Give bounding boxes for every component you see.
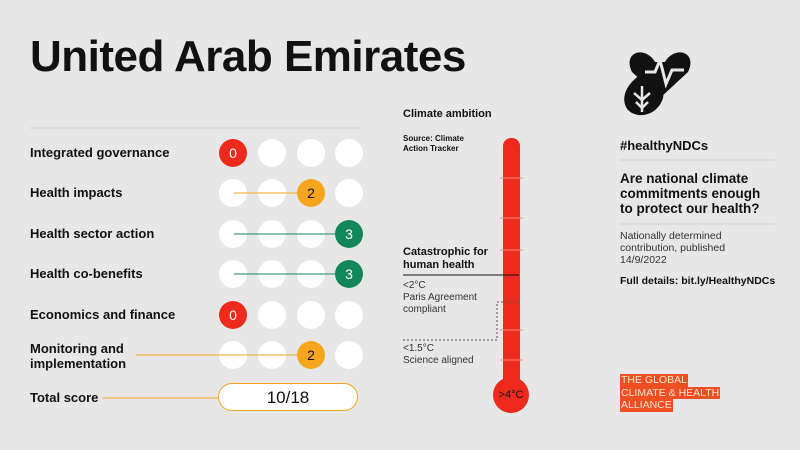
title: United Arab Emirates (30, 32, 466, 81)
score: 0 (229, 307, 237, 323)
paris-level: <2°C (403, 280, 426, 291)
row-label: Health impacts (30, 185, 123, 200)
science-level: <1.5°C (403, 343, 434, 354)
source: Source: Climate Action Tracker (403, 134, 464, 153)
score-circle (335, 220, 363, 248)
score: 2 (307, 347, 315, 363)
row-label: Health co-benefits (30, 266, 143, 281)
logo-line: ALLIANCE (620, 399, 673, 412)
score-slot (335, 179, 363, 207)
link[interactable]: Full details: bit.ly/HealthyNDCs (620, 275, 776, 287)
hashtag: #healthyNDCs (620, 138, 709, 153)
total-score: 10/18 (218, 383, 358, 411)
score-circle (219, 301, 247, 329)
row-label: Integrated governance (30, 145, 170, 160)
score-slot (258, 139, 286, 167)
score-circle (297, 341, 325, 369)
thermometer-bulb (493, 377, 529, 413)
score: 3 (345, 226, 353, 242)
health-icon (624, 52, 691, 116)
note: Nationally determined contribution, publ… (620, 230, 726, 266)
row-label: Economics and finance (30, 307, 176, 322)
logo-line: THE GLOBAL (620, 374, 688, 387)
score-slot (258, 301, 286, 329)
score-slot (335, 341, 363, 369)
row-label: Health sector action (30, 226, 155, 241)
score-circle (335, 260, 363, 288)
science-text: Science aligned (403, 355, 474, 366)
score: 3 (345, 266, 353, 282)
dotted-line (403, 301, 519, 341)
question: Are national climate commitments enough … (620, 171, 761, 216)
score: 2 (307, 185, 315, 201)
thermometer-ticks (500, 177, 523, 361)
score-slot (219, 260, 247, 288)
score-slot (335, 139, 363, 167)
score-slot (219, 220, 247, 248)
score-slot (219, 179, 247, 207)
thermometer-tube (503, 138, 520, 388)
catastrophic: Catastrophic for human health (403, 246, 488, 271)
total-label: Total score (30, 390, 99, 405)
row-label: Monitoring and implementation (30, 341, 127, 371)
score-slot (297, 139, 325, 167)
logo-line: CLIMATE & HEALTH (620, 386, 721, 399)
paris-text: Paris Agreement compliant (403, 292, 477, 315)
score: 0 (229, 145, 237, 161)
logo: THE GLOBAL CLIMATE & HEALTH ALLIANCE (620, 374, 721, 412)
score-circle (297, 179, 325, 207)
thermo-title: Climate ambition (403, 108, 492, 120)
score-slot (297, 301, 325, 329)
bulb-label: >4°C (498, 389, 524, 401)
score-slot (335, 301, 363, 329)
score-circle (219, 139, 247, 167)
